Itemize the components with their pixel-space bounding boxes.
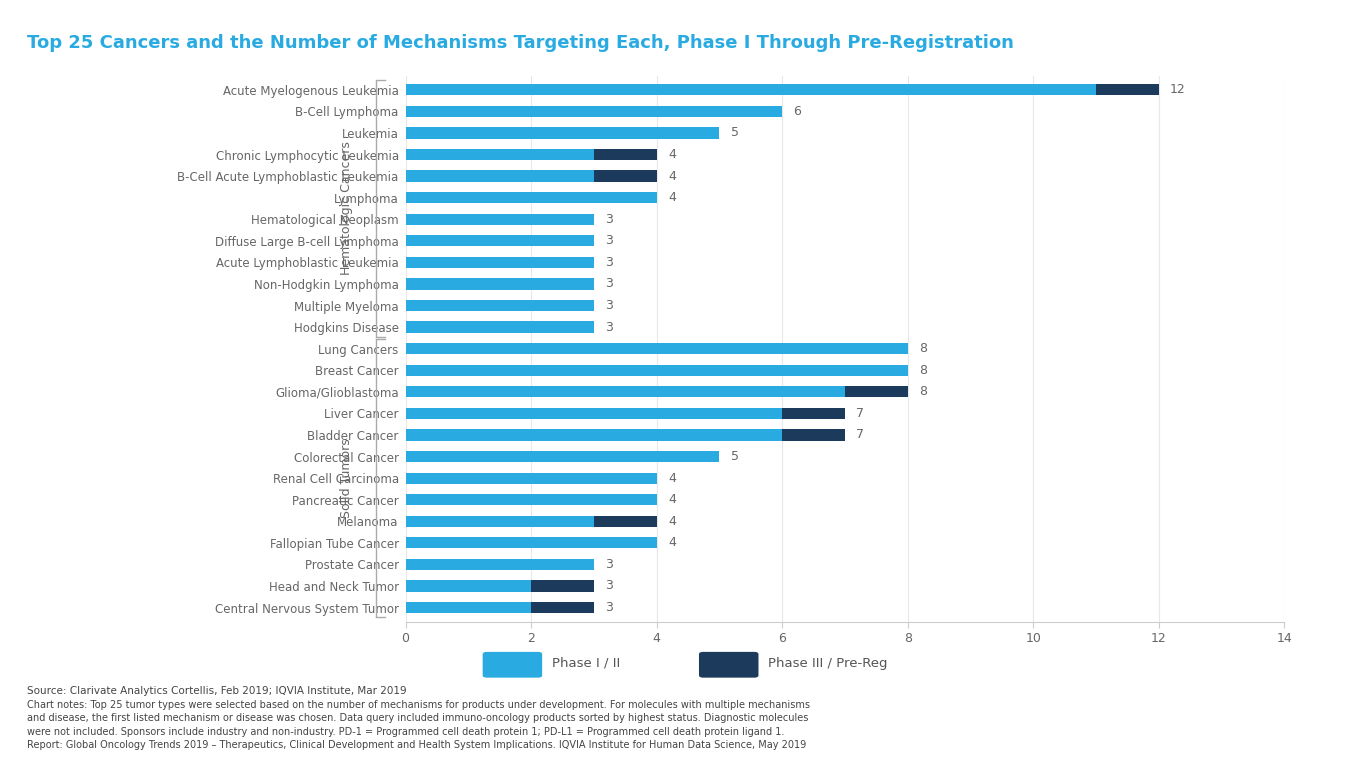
Text: 3: 3 — [606, 277, 612, 290]
Text: 3: 3 — [606, 299, 612, 312]
Bar — [406, 278, 594, 290]
Bar — [531, 602, 594, 613]
Bar — [594, 171, 657, 182]
Text: 3: 3 — [606, 601, 612, 614]
Text: 3: 3 — [606, 234, 612, 247]
Text: 4: 4 — [668, 493, 676, 506]
Text: 5: 5 — [730, 450, 738, 463]
Bar — [406, 127, 719, 139]
Text: Source: Clarivate Analytics Cortellis, Feb 2019; IQVIA Institute, Mar 2019: Source: Clarivate Analytics Cortellis, F… — [27, 686, 407, 696]
Text: 4: 4 — [668, 191, 676, 204]
Text: 4: 4 — [668, 170, 676, 183]
Bar — [406, 365, 907, 376]
Text: 4: 4 — [668, 148, 676, 161]
Bar — [406, 149, 594, 160]
Text: 4: 4 — [668, 471, 676, 484]
Bar — [783, 408, 845, 419]
Bar — [783, 429, 845, 440]
Text: 4: 4 — [668, 515, 676, 528]
Text: 3: 3 — [606, 256, 612, 269]
Bar — [406, 451, 719, 462]
Text: 7: 7 — [856, 428, 864, 441]
Bar — [406, 214, 594, 225]
Text: Chart notes: Top 25 tumor types were selected based on the number of mechanisms : Chart notes: Top 25 tumor types were sel… — [27, 700, 810, 750]
Bar — [406, 429, 783, 440]
Text: 8: 8 — [919, 385, 927, 398]
Text: 12: 12 — [1169, 83, 1186, 96]
Text: 3: 3 — [606, 321, 612, 334]
Bar — [406, 300, 594, 311]
Bar — [406, 602, 531, 613]
Text: 7: 7 — [856, 407, 864, 420]
Text: Phase I / II: Phase I / II — [552, 656, 619, 670]
Bar — [406, 192, 657, 203]
Text: Phase III / Pre-Reg: Phase III / Pre-Reg — [768, 656, 887, 670]
Bar — [594, 149, 657, 160]
Bar — [845, 387, 907, 397]
Bar — [406, 537, 657, 549]
Text: 3: 3 — [606, 213, 612, 226]
Bar — [406, 515, 594, 527]
Bar — [406, 84, 1096, 96]
Text: 5: 5 — [730, 127, 738, 139]
Bar — [406, 106, 783, 117]
Bar — [406, 559, 594, 570]
Bar — [531, 581, 594, 591]
Text: 8: 8 — [919, 364, 927, 377]
Bar — [406, 494, 657, 506]
Bar — [406, 235, 594, 246]
Text: 6: 6 — [794, 105, 802, 118]
Text: 3: 3 — [606, 558, 612, 571]
Bar — [406, 343, 907, 354]
Text: 3: 3 — [606, 579, 612, 593]
Bar — [406, 387, 845, 397]
Bar — [406, 171, 594, 182]
Text: Top 25 Cancers and the Number of Mechanisms Targeting Each, Phase I Through Pre-: Top 25 Cancers and the Number of Mechani… — [27, 34, 1014, 52]
Bar — [406, 581, 531, 591]
Text: Hematologic Cancers: Hematologic Cancers — [339, 142, 353, 275]
Bar — [594, 515, 657, 527]
Text: 4: 4 — [668, 537, 676, 550]
Bar — [1096, 84, 1159, 96]
Bar — [406, 257, 594, 268]
Text: Solid Tumors: Solid Tumors — [339, 438, 353, 518]
Bar — [406, 472, 657, 484]
Text: 8: 8 — [919, 342, 927, 356]
Bar — [406, 321, 594, 333]
Bar — [406, 408, 783, 419]
